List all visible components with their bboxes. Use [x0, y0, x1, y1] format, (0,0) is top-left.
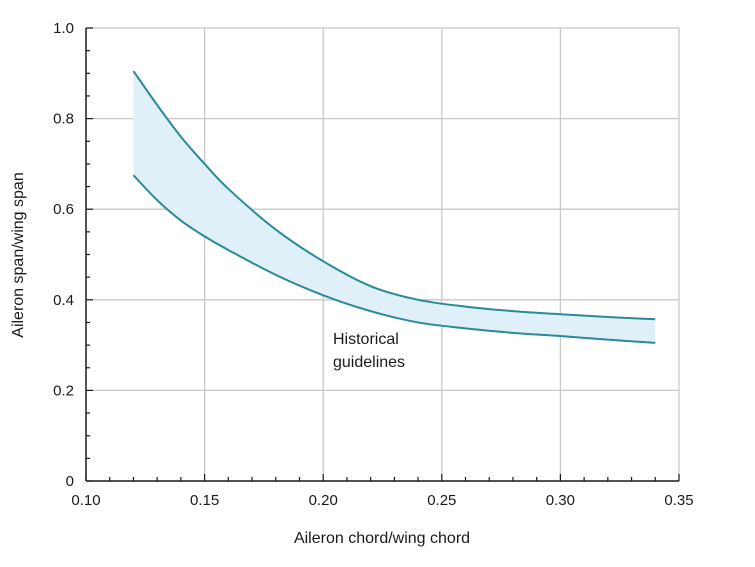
- y-tick-label: 0.2: [53, 382, 74, 399]
- band-layer: [133, 71, 656, 343]
- upper-boundary-line: [132, 70, 656, 321]
- series-layer: [132, 70, 656, 344]
- x-tick-label: 0.20: [309, 492, 338, 509]
- x-tick-label: 0.15: [190, 492, 219, 509]
- y-axis-title: Aileron span/wing span: [10, 172, 27, 337]
- y-tick-label: 0.8: [53, 111, 74, 128]
- x-tick-label: 0.25: [427, 492, 456, 509]
- lower-boundary-line: [132, 174, 656, 344]
- y-tick-label: 0.6: [53, 201, 74, 218]
- band-label-line-1: Historical: [333, 331, 399, 348]
- y-tick-label: 0.4: [53, 292, 74, 309]
- x-tick-label: 0.30: [546, 492, 575, 509]
- band-label-line-2: guidelines: [333, 354, 405, 371]
- axes: [85, 27, 680, 482]
- y-tick-label: 0: [66, 473, 74, 490]
- tick-labels: 0 0.2 0.4 0.6 0.8 1.0 0.10 0.15 0.20 0.25 0.30 0.35: [53, 20, 693, 509]
- historical-band: [133, 71, 656, 343]
- x-tick-label: 0.10: [71, 492, 100, 509]
- x-tick-label: 0.35: [664, 492, 693, 509]
- grid: [86, 27, 680, 481]
- x-axis-title: Aileron chord/wing chord: [294, 530, 470, 547]
- y-tick-label: 1.0: [53, 20, 74, 37]
